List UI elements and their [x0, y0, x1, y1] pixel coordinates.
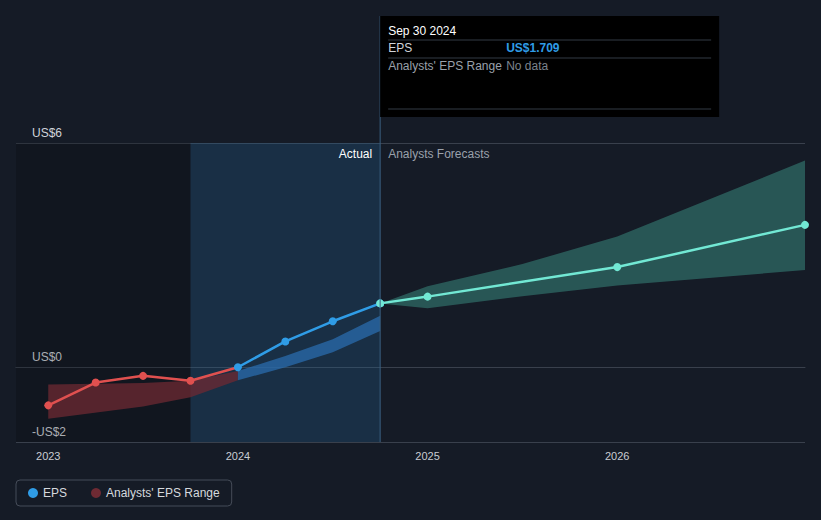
svg-text:No data: No data: [506, 59, 548, 73]
svg-text:2026: 2026: [605, 450, 629, 462]
svg-text:Analysts Forecasts: Analysts Forecasts: [388, 147, 489, 161]
svg-text:Sep 30 2024: Sep 30 2024: [388, 24, 456, 38]
svg-text:US$1.709: US$1.709: [506, 41, 560, 55]
svg-text:EPS: EPS: [388, 41, 412, 55]
svg-text:EPS: EPS: [43, 486, 67, 500]
svg-text:Actual: Actual: [339, 147, 372, 161]
svg-text:2023: 2023: [36, 450, 60, 462]
svg-text:Analysts' EPS Range: Analysts' EPS Range: [106, 486, 220, 500]
svg-text:Analysts' EPS Range: Analysts' EPS Range: [388, 59, 502, 73]
svg-text:2024: 2024: [226, 450, 250, 462]
svg-text:2025: 2025: [415, 450, 439, 462]
svg-text:US$6: US$6: [32, 126, 62, 140]
